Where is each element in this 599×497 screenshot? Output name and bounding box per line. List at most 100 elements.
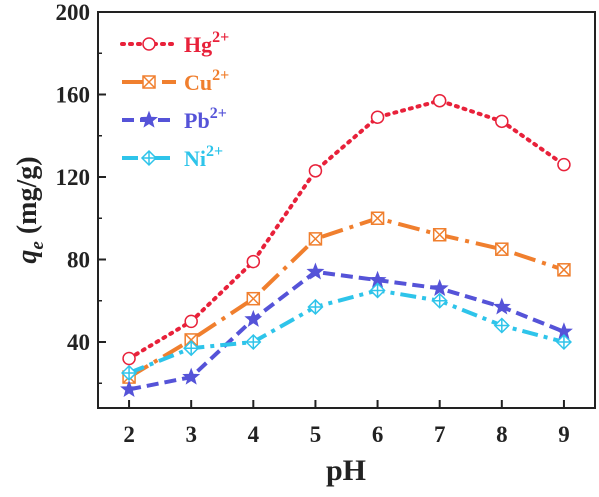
data-point-hg-3 <box>184 314 198 329</box>
data-point-hg-5 <box>308 164 323 178</box>
data-point-cu-8 <box>495 242 509 256</box>
marker-plus-shape <box>184 341 199 356</box>
legend-label-ni: Ni2+ <box>184 143 223 171</box>
data-point-ni-5 <box>307 298 324 315</box>
legend-label-name-pb: Pb <box>184 108 210 133</box>
marker-circle-shape <box>432 93 447 108</box>
x-tick-label-7: 7 <box>434 422 446 447</box>
data-point-cu-9 <box>557 263 571 277</box>
marker-circle-shape <box>370 110 385 124</box>
legend-label-pb: Pb2+ <box>184 105 227 133</box>
data-point-hg-8 <box>495 114 509 129</box>
marker-circle-shape <box>557 157 571 172</box>
marker-plus-shape <box>494 318 509 333</box>
marker-plus-shape <box>142 151 156 165</box>
legend-label-cu: Cu2+ <box>184 67 229 95</box>
data-point-cu-4 <box>246 291 261 306</box>
legend-label-charge-pb: 2+ <box>210 105 227 122</box>
marker-circle-shape <box>495 114 509 129</box>
marker-star-shape <box>120 380 139 398</box>
marker-cross-shape <box>557 263 571 277</box>
data-point-ni-4 <box>245 333 262 351</box>
marker-cross-shape <box>433 228 447 242</box>
data-point-hg-4 <box>246 254 261 269</box>
marker-circle-shape <box>184 314 198 329</box>
legend-label-name-cu: Cu <box>184 70 212 95</box>
data-point-ni-3 <box>183 340 200 357</box>
legend-item-cu: Cu2+ <box>122 67 229 95</box>
marker-cross-shape <box>184 333 198 347</box>
series-line-ni <box>128 288 565 375</box>
plot-frame <box>97 11 596 409</box>
y-tick-label-160: 160 <box>56 83 91 108</box>
data-point-ni-2 <box>121 364 138 381</box>
x-tick-label-2: 2 <box>123 422 135 447</box>
y-tick-label-40: 40 <box>67 330 90 355</box>
legend-swatch-marker-cu <box>142 75 156 89</box>
y-axis-label-main: q <box>12 250 43 264</box>
series-line-pb <box>128 269 565 392</box>
marker-star-shape <box>182 367 201 385</box>
y-axis-label: qe (mg/g) <box>12 156 48 263</box>
legend-item-pb: Pb2+ <box>122 105 227 133</box>
marker-cross-shape <box>371 211 385 225</box>
data-point-hg-7 <box>432 93 447 108</box>
data-point-ni-9 <box>555 333 572 351</box>
data-point-cu-6 <box>370 211 385 225</box>
legend-label-charge-cu: 2+ <box>212 67 229 84</box>
x-tick-label-6: 6 <box>372 422 384 447</box>
marker-star-shape <box>492 297 511 315</box>
y-tick-label-200: 200 <box>56 0 91 25</box>
legend-item-ni: Ni2+ <box>122 143 223 171</box>
y-axis-label-sub: e <box>27 241 48 250</box>
legend-label-charge-ni: 2+ <box>206 143 223 160</box>
marker-cross-shape <box>142 75 156 89</box>
marker-cross-shape <box>495 242 509 256</box>
legend-item-hg: Hg2+ <box>120 29 229 57</box>
data-point-pb-3 <box>182 367 201 385</box>
legend-swatch-marker-ni <box>140 149 158 167</box>
marker-plus-shape <box>432 293 447 308</box>
marker-plus-shape <box>556 335 571 349</box>
marker-circle-shape <box>246 254 261 269</box>
legend-swatch-marker-hg <box>142 37 156 51</box>
y-tick-label-120: 120 <box>56 165 91 190</box>
marker-star-shape <box>306 262 325 280</box>
x-axis-label: pH <box>326 454 366 487</box>
series-line-cu <box>128 216 565 379</box>
series-line-hg <box>127 98 566 361</box>
data-point-hg-9 <box>557 157 571 172</box>
data-point-pb-8 <box>492 297 511 315</box>
marker-circle-shape <box>122 351 136 366</box>
marker-star-shape <box>140 110 158 128</box>
legend-label-name-ni: Ni <box>184 146 206 171</box>
legend-label-hg: Hg2+ <box>184 29 229 57</box>
marker-star-shape <box>244 309 263 327</box>
data-point-pb-2 <box>120 380 139 398</box>
data-point-cu-7 <box>432 228 447 242</box>
marker-plus-shape <box>246 335 261 349</box>
data-point-hg-6 <box>370 110 385 124</box>
marker-circle-shape <box>308 164 323 178</box>
x-tick-label-8: 8 <box>496 422 508 447</box>
legend-label-charge-hg: 2+ <box>212 29 229 46</box>
marker-cross-shape <box>308 232 322 246</box>
data-point-hg-2 <box>122 351 136 366</box>
marker-star-shape <box>430 278 449 296</box>
x-tick-label-4: 4 <box>248 422 260 447</box>
marker-plus-shape <box>370 283 385 298</box>
marker-plus-shape <box>308 299 323 314</box>
data-point-ni-8 <box>493 317 510 334</box>
data-point-ni-6 <box>369 282 386 299</box>
y-tick-label-80: 80 <box>67 248 90 273</box>
marker-plus-shape <box>122 365 137 380</box>
data-point-ni-7 <box>431 292 448 309</box>
legend-swatch-marker-pb <box>140 110 158 128</box>
y-axis-label-unit: (mg/g) <box>12 156 43 241</box>
data-point-cu-5 <box>308 232 323 246</box>
x-tick-label-9: 9 <box>558 422 570 447</box>
legend-label-name-hg: Hg <box>184 32 212 57</box>
data-point-pb-4 <box>244 309 263 327</box>
